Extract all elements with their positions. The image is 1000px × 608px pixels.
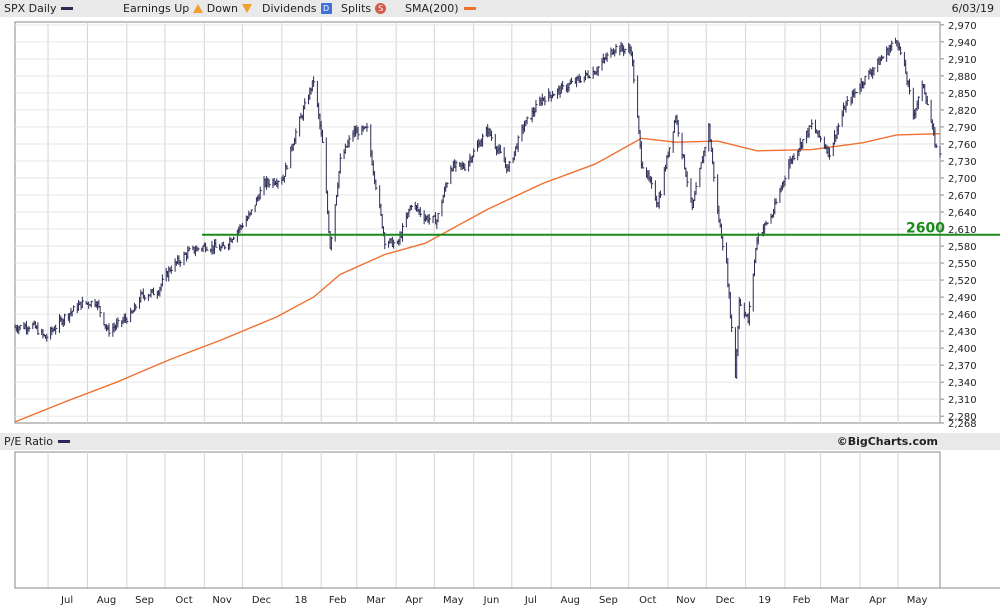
x-tick-label: Oct [175, 595, 192, 606]
dividends-label: Dividends [262, 2, 317, 15]
x-tick-label: Dec [716, 595, 735, 606]
y-tick-label: 2,640 [948, 208, 977, 219]
y-tick-label: 2,430 [948, 327, 977, 338]
x-tick-label: Sep [135, 595, 154, 606]
earnings-down-icon [241, 3, 252, 13]
sma-label: SMA(200) [405, 2, 459, 15]
earnings-legend: Earnings Up Down [123, 2, 252, 15]
dividends-icon: D [320, 2, 332, 14]
y-tick-label: 2,670 [948, 191, 977, 202]
y-tick-label: 2,730 [948, 157, 977, 168]
y-tick-label: 2,580 [948, 242, 977, 253]
chart-header: SPX Daily Earnings Up Down Dividends D Sp… [0, 0, 1000, 17]
x-tick-label: Aug [97, 595, 117, 606]
support-line-label: 2600 [906, 221, 945, 237]
sma-legend: SMA(200) [405, 2, 476, 15]
symbol-legend: SPX Daily [4, 2, 74, 15]
y-tick-label: 2,820 [948, 106, 977, 117]
earnings-up-icon [193, 3, 204, 13]
plot-area [14, 21, 941, 424]
splits-icon: S [375, 2, 387, 14]
y-tick-label: 2,268 [948, 419, 977, 430]
bigcharts-watermark: ©BigCharts.com [836, 435, 938, 448]
x-tick-label: 18 [295, 595, 308, 606]
x-tick-label: Feb [793, 595, 811, 606]
chart-date: 6/03/19 [951, 2, 994, 15]
x-tick-label: Jul [60, 595, 73, 606]
x-tick-label: Feb [329, 595, 347, 606]
y-tick-label: 2,490 [948, 293, 977, 304]
pe-header: P/E Ratio ©BigCharts.com [0, 433, 1000, 450]
x-tick-label: Apr [405, 595, 423, 606]
x-tick-label: Apr [869, 595, 887, 606]
y-tick-label: 2,400 [948, 344, 977, 355]
y-tick-label: 2,340 [948, 378, 977, 389]
earnings-label: Earnings [123, 2, 171, 15]
x-tick-label: Jul [524, 595, 537, 606]
pe-chart: Jul Aug Sep Oct Nov Dec 18 Feb Mar Apr May Jun Jul Au… [14, 451, 1000, 606]
x-tick-label: Oct [639, 595, 656, 606]
y-tick-label: 2,460 [948, 310, 977, 321]
y-tick-label: 2,880 [948, 72, 977, 83]
sma-legend-swatch [463, 6, 476, 10]
splits-label: Splits [341, 2, 372, 15]
pe-legend: P/E Ratio [4, 435, 71, 448]
splits-legend: Splits S [341, 2, 387, 15]
dividends-legend: Dividends D [262, 2, 332, 15]
earnings-up-label: Up [174, 2, 190, 15]
y-tick-label: 2,610 [948, 225, 977, 236]
x-tick-label: Nov [212, 595, 232, 606]
pe-plot-area [14, 451, 941, 589]
y-tick-label: 2,370 [948, 361, 977, 372]
y-tick-label: 2,970 [948, 21, 977, 32]
earnings-down-label: Down [206, 2, 238, 15]
x-tick-label: Mar [830, 595, 850, 606]
x-tick-label: Nov [676, 595, 696, 606]
x-tick-label: May [907, 595, 928, 606]
y-tick-label: 2,850 [948, 89, 977, 100]
price-legend-swatch [61, 6, 74, 10]
pe-legend-swatch [58, 439, 71, 443]
y-tick-label: 2,520 [948, 276, 977, 287]
x-tick-label: Sep [599, 595, 618, 606]
y-tick-label: 2,280 [948, 412, 977, 423]
x-tick-label: Mar [366, 595, 386, 606]
x-tick-label: Dec [252, 595, 271, 606]
y-tick-label: 2,940 [948, 38, 977, 49]
y-tick-label: 2,310 [948, 395, 977, 406]
y-tick-label: 2,550 [948, 259, 977, 270]
y-tick-label: 2,760 [948, 140, 977, 151]
x-tick-label: May [443, 595, 464, 606]
sma-line [14, 133, 941, 423]
symbol-label: SPX Daily [4, 2, 57, 15]
x-tick-label: Aug [560, 595, 580, 606]
y-tick-label: 2,700 [948, 174, 977, 185]
x-tick-label: 19 [758, 595, 771, 606]
y-tick-label: 2,910 [948, 55, 977, 66]
y-tick-label: 2,790 [948, 123, 977, 134]
x-tick-label: Jun [483, 595, 500, 606]
price-series [14, 37, 942, 379]
pe-title: P/E Ratio [4, 435, 54, 448]
